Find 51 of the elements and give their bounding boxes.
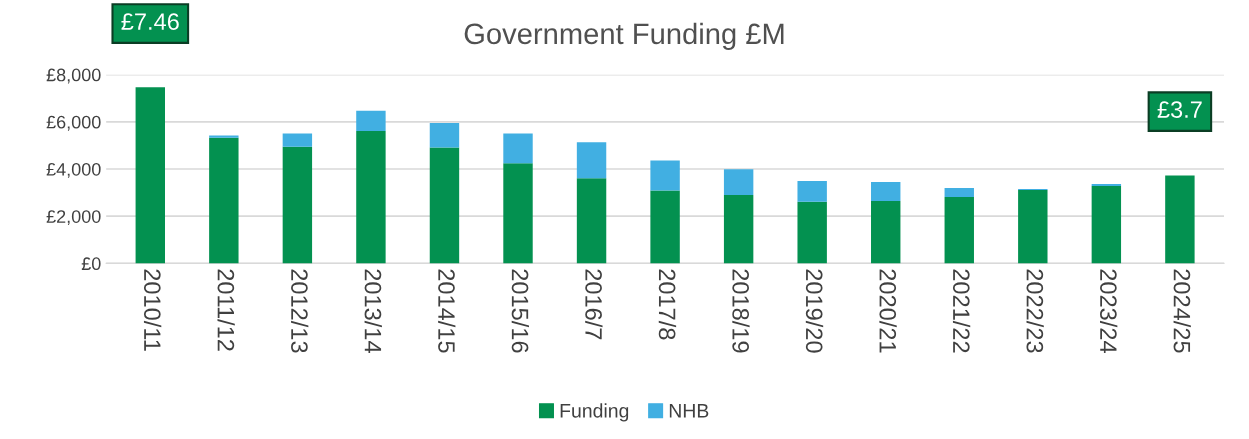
x-tick-label: 2016/7 — [585, 269, 603, 340]
bar — [356, 131, 386, 264]
bar — [1091, 183, 1122, 186]
x-tick-label: 2024/25 — [1173, 269, 1191, 353]
bar — [871, 201, 901, 264]
y-tick-label: £6,000 — [46, 115, 101, 131]
bar — [429, 123, 460, 148]
annotation: £3.7 — [1157, 101, 1202, 118]
x-tick-label: 2014/15 — [438, 269, 456, 353]
bar — [797, 181, 827, 202]
bar — [650, 160, 680, 191]
bar — [209, 137, 239, 264]
bar — [503, 133, 533, 164]
x-tick-label: 2022/23 — [1026, 269, 1044, 353]
bar — [282, 133, 313, 147]
bar — [576, 178, 607, 264]
x-tick-label: 2010/11 — [143, 269, 162, 351]
x-tick-label: 2021/22 — [952, 269, 971, 353]
bar — [944, 197, 974, 264]
bar — [135, 87, 165, 264]
bar — [723, 194, 754, 264]
y-tick-label: £0 — [81, 257, 101, 271]
bar — [282, 146, 313, 264]
x-tick-label: 2017/8 — [658, 269, 677, 340]
x-tick-label: 2023/24 — [1100, 269, 1118, 353]
bar — [797, 201, 827, 264]
legend-label: NHB — [669, 404, 709, 418]
bar — [1018, 190, 1048, 264]
bar — [356, 110, 386, 132]
bar — [944, 187, 974, 198]
bar — [576, 142, 607, 179]
chart-title: Government Funding £M — [464, 22, 784, 50]
bar — [503, 163, 533, 264]
bar — [723, 169, 754, 195]
x-tick-label: 2011/12 — [217, 269, 235, 351]
x-tick-label: 2020/21 — [879, 269, 897, 353]
y-tick-label: £2,000 — [46, 210, 101, 226]
x-tick-label: 2013/14 — [364, 269, 382, 353]
bar — [871, 181, 901, 202]
bar — [1165, 175, 1195, 264]
bar — [650, 190, 680, 264]
x-tick-label: 2018/19 — [732, 269, 750, 353]
legend-label: Funding — [560, 403, 629, 422]
y-tick-label: £4,000 — [46, 162, 101, 178]
x-tick-label: 2019/20 — [805, 269, 824, 353]
x-tick-label: 2015/16 — [511, 269, 530, 353]
y-tick-label: £8,000 — [46, 68, 101, 84]
bar — [429, 147, 460, 264]
bar — [1091, 186, 1122, 264]
x-tick-label: 2012/13 — [291, 269, 309, 353]
annotation: £7.46 — [121, 13, 179, 30]
